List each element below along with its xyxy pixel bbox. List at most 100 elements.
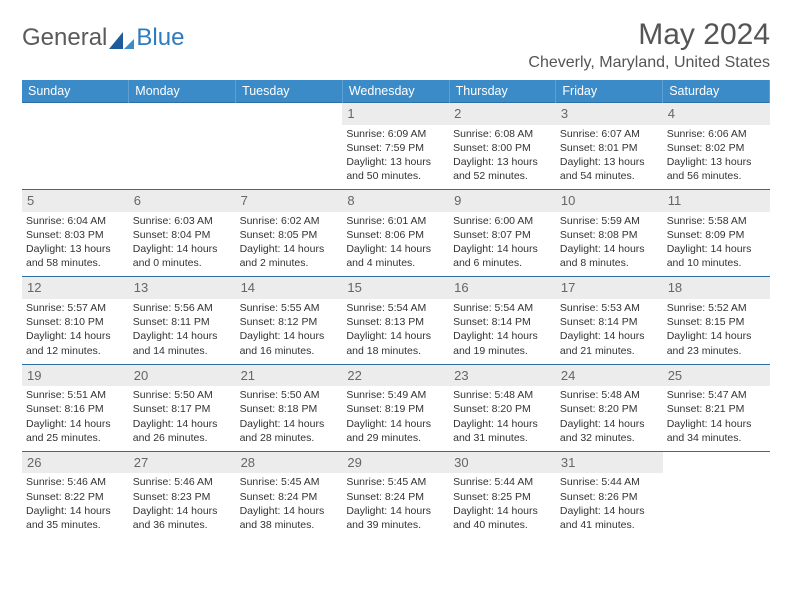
daylight-text: Daylight: 14 hours and 34 minutes. xyxy=(667,417,766,445)
sunrise-text: Sunrise: 5:51 AM xyxy=(26,388,125,402)
sunrise-text: Sunrise: 5:47 AM xyxy=(667,388,766,402)
daylight-text: Daylight: 13 hours and 56 minutes. xyxy=(667,155,766,183)
calendar-day-cell: . xyxy=(22,103,129,190)
logo: General Blue xyxy=(22,18,184,52)
sunrise-text: Sunrise: 5:46 AM xyxy=(26,475,125,489)
daylight-text: Daylight: 14 hours and 23 minutes. xyxy=(667,329,766,357)
calendar-day-cell: 7Sunrise: 6:02 AMSunset: 8:05 PMDaylight… xyxy=(236,190,343,277)
day-number: 20 xyxy=(129,365,236,387)
calendar-day-cell: 13Sunrise: 5:56 AMSunset: 8:11 PMDayligh… xyxy=(129,277,236,364)
sunset-text: Sunset: 8:24 PM xyxy=(346,490,445,504)
daylight-text: Daylight: 13 hours and 54 minutes. xyxy=(560,155,659,183)
sunset-text: Sunset: 8:09 PM xyxy=(667,228,766,242)
day-number: 12 xyxy=(22,277,129,299)
daylight-text: Daylight: 14 hours and 10 minutes. xyxy=(667,242,766,270)
calendar-day-cell: 5Sunrise: 6:04 AMSunset: 8:03 PMDaylight… xyxy=(22,190,129,277)
daylight-text: Daylight: 14 hours and 8 minutes. xyxy=(560,242,659,270)
calendar-day-cell: 26Sunrise: 5:46 AMSunset: 8:22 PMDayligh… xyxy=(22,451,129,538)
calendar-day-cell: 1Sunrise: 6:09 AMSunset: 7:59 PMDaylight… xyxy=(342,103,449,190)
sunrise-text: Sunrise: 6:02 AM xyxy=(240,214,339,228)
calendar-day-cell: 21Sunrise: 5:50 AMSunset: 8:18 PMDayligh… xyxy=(236,364,343,451)
day-number: 23 xyxy=(449,365,556,387)
calendar-day-cell: 4Sunrise: 6:06 AMSunset: 8:02 PMDaylight… xyxy=(663,103,770,190)
day-number: 21 xyxy=(236,365,343,387)
day-number: 27 xyxy=(129,452,236,474)
sunset-text: Sunset: 8:10 PM xyxy=(26,315,125,329)
day-number: 6 xyxy=(129,190,236,212)
calendar-day-cell: 24Sunrise: 5:48 AMSunset: 8:20 PMDayligh… xyxy=(556,364,663,451)
weekday-header: Saturday xyxy=(663,80,770,103)
sunrise-text: Sunrise: 5:54 AM xyxy=(453,301,552,315)
calendar-day-cell: 29Sunrise: 5:45 AMSunset: 8:24 PMDayligh… xyxy=(342,451,449,538)
daylight-text: Daylight: 14 hours and 16 minutes. xyxy=(240,329,339,357)
calendar-day-cell: 25Sunrise: 5:47 AMSunset: 8:21 PMDayligh… xyxy=(663,364,770,451)
sunset-text: Sunset: 8:15 PM xyxy=(667,315,766,329)
calendar-day-cell: . xyxy=(129,103,236,190)
daylight-text: Daylight: 14 hours and 32 minutes. xyxy=(560,417,659,445)
calendar-week-row: ...1Sunrise: 6:09 AMSunset: 7:59 PMDayli… xyxy=(22,103,770,190)
sunrise-text: Sunrise: 6:01 AM xyxy=(346,214,445,228)
sunrise-text: Sunrise: 5:44 AM xyxy=(560,475,659,489)
daylight-text: Daylight: 13 hours and 58 minutes. xyxy=(26,242,125,270)
sunset-text: Sunset: 8:01 PM xyxy=(560,141,659,155)
sunset-text: Sunset: 8:07 PM xyxy=(453,228,552,242)
day-number: 24 xyxy=(556,365,663,387)
weekday-header: Friday xyxy=(556,80,663,103)
sunrise-text: Sunrise: 5:46 AM xyxy=(133,475,232,489)
sunset-text: Sunset: 8:17 PM xyxy=(133,402,232,416)
logo-text-part2: Blue xyxy=(136,24,184,52)
daylight-text: Daylight: 14 hours and 12 minutes. xyxy=(26,329,125,357)
calendar-day-cell: 9Sunrise: 6:00 AMSunset: 8:07 PMDaylight… xyxy=(449,190,556,277)
sunset-text: Sunset: 8:11 PM xyxy=(133,315,232,329)
daylight-text: Daylight: 14 hours and 41 minutes. xyxy=(560,504,659,532)
day-number: 19 xyxy=(22,365,129,387)
day-number: 30 xyxy=(449,452,556,474)
calendar-day-cell: 12Sunrise: 5:57 AMSunset: 8:10 PMDayligh… xyxy=(22,277,129,364)
daylight-text: Daylight: 14 hours and 36 minutes. xyxy=(133,504,232,532)
sunrise-text: Sunrise: 6:07 AM xyxy=(560,127,659,141)
day-number: 14 xyxy=(236,277,343,299)
sunrise-text: Sunrise: 5:45 AM xyxy=(346,475,445,489)
calendar-day-cell: 6Sunrise: 6:03 AMSunset: 8:04 PMDaylight… xyxy=(129,190,236,277)
daylight-text: Daylight: 14 hours and 39 minutes. xyxy=(346,504,445,532)
calendar-table: Sunday Monday Tuesday Wednesday Thursday… xyxy=(22,80,770,538)
sunrise-text: Sunrise: 5:52 AM xyxy=(667,301,766,315)
day-number: 26 xyxy=(22,452,129,474)
day-number: 16 xyxy=(449,277,556,299)
day-number: 29 xyxy=(342,452,449,474)
sunset-text: Sunset: 8:20 PM xyxy=(453,402,552,416)
daylight-text: Daylight: 14 hours and 4 minutes. xyxy=(346,242,445,270)
daylight-text: Daylight: 14 hours and 28 minutes. xyxy=(240,417,339,445)
sunrise-text: Sunrise: 5:59 AM xyxy=(560,214,659,228)
calendar-day-cell: 20Sunrise: 5:50 AMSunset: 8:17 PMDayligh… xyxy=(129,364,236,451)
day-number: 18 xyxy=(663,277,770,299)
sunrise-text: Sunrise: 6:00 AM xyxy=(453,214,552,228)
sunrise-text: Sunrise: 5:50 AM xyxy=(133,388,232,402)
sunrise-text: Sunrise: 5:45 AM xyxy=(240,475,339,489)
calendar-day-cell: 19Sunrise: 5:51 AMSunset: 8:16 PMDayligh… xyxy=(22,364,129,451)
calendar-day-cell: 14Sunrise: 5:55 AMSunset: 8:12 PMDayligh… xyxy=(236,277,343,364)
sunrise-text: Sunrise: 5:49 AM xyxy=(346,388,445,402)
calendar-day-cell: 27Sunrise: 5:46 AMSunset: 8:23 PMDayligh… xyxy=(129,451,236,538)
daylight-text: Daylight: 14 hours and 29 minutes. xyxy=(346,417,445,445)
sunset-text: Sunset: 8:03 PM xyxy=(26,228,125,242)
day-number: 10 xyxy=(556,190,663,212)
calendar-day-cell: 28Sunrise: 5:45 AMSunset: 8:24 PMDayligh… xyxy=(236,451,343,538)
sunrise-text: Sunrise: 5:54 AM xyxy=(346,301,445,315)
sunrise-text: Sunrise: 5:50 AM xyxy=(240,388,339,402)
sunset-text: Sunset: 8:14 PM xyxy=(453,315,552,329)
day-number: 28 xyxy=(236,452,343,474)
daylight-text: Daylight: 14 hours and 40 minutes. xyxy=(453,504,552,532)
day-number: 25 xyxy=(663,365,770,387)
sunset-text: Sunset: 8:02 PM xyxy=(667,141,766,155)
weekday-header: Wednesday xyxy=(342,80,449,103)
day-number: 4 xyxy=(663,103,770,125)
day-number: 9 xyxy=(449,190,556,212)
logo-text-part1: General xyxy=(22,24,107,52)
sunset-text: Sunset: 8:13 PM xyxy=(346,315,445,329)
calendar-day-cell: 23Sunrise: 5:48 AMSunset: 8:20 PMDayligh… xyxy=(449,364,556,451)
sunset-text: Sunset: 8:23 PM xyxy=(133,490,232,504)
sunrise-text: Sunrise: 5:55 AM xyxy=(240,301,339,315)
sunset-text: Sunset: 8:18 PM xyxy=(240,402,339,416)
day-number: 7 xyxy=(236,190,343,212)
